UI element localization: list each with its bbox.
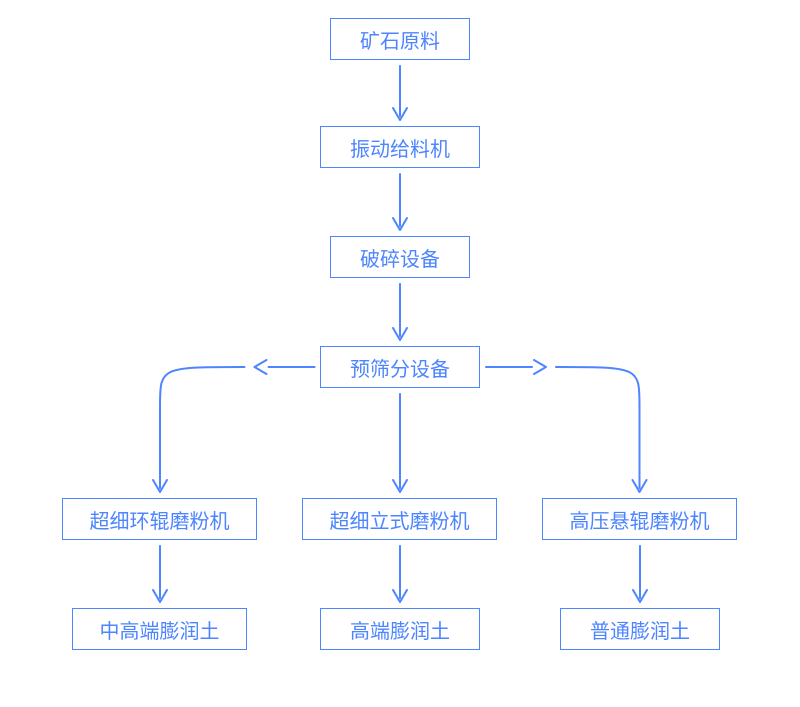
node-label: 破碎设备 — [360, 243, 440, 272]
arrow-branch-left-icon — [140, 347, 335, 512]
node-prescreen: 预筛分设备 — [320, 346, 480, 388]
node-ore-raw: 矿石原料 — [330, 18, 470, 60]
node-label: 高压悬辊磨粉机 — [570, 505, 710, 534]
arrow-down-icon — [380, 172, 420, 244]
arrow-down-icon — [380, 392, 420, 506]
arrow-down-icon — [140, 544, 180, 616]
node-high-product: 高端膨润土 — [320, 608, 480, 650]
node-label: 超细立式磨粉机 — [330, 505, 470, 534]
node-label: 振动给料机 — [350, 133, 450, 162]
arrow-down-icon — [380, 282, 420, 354]
arrow-down-icon — [380, 544, 420, 616]
node-crusher: 破碎设备 — [330, 236, 470, 278]
node-label: 预筛分设备 — [350, 353, 450, 382]
node-label: 中高端膨润土 — [100, 615, 220, 644]
node-high-press-mill: 高压悬辊磨粉机 — [542, 498, 737, 540]
node-mid-high-product: 中高端膨润土 — [72, 608, 247, 650]
node-feeder: 振动给料机 — [320, 126, 480, 168]
node-label: 矿石原料 — [360, 25, 440, 54]
arrow-down-icon — [620, 544, 660, 616]
node-normal-product: 普通膨润土 — [560, 608, 720, 650]
node-label: 普通膨润土 — [590, 615, 690, 644]
node-label: 超细环辊磨粉机 — [90, 505, 230, 534]
node-vertical-mill: 超细立式磨粉机 — [302, 498, 497, 540]
node-ring-roll-mill: 超细环辊磨粉机 — [62, 498, 257, 540]
arrow-branch-right-icon — [466, 347, 660, 512]
node-label: 高端膨润土 — [350, 615, 450, 644]
arrow-down-icon — [380, 64, 420, 134]
